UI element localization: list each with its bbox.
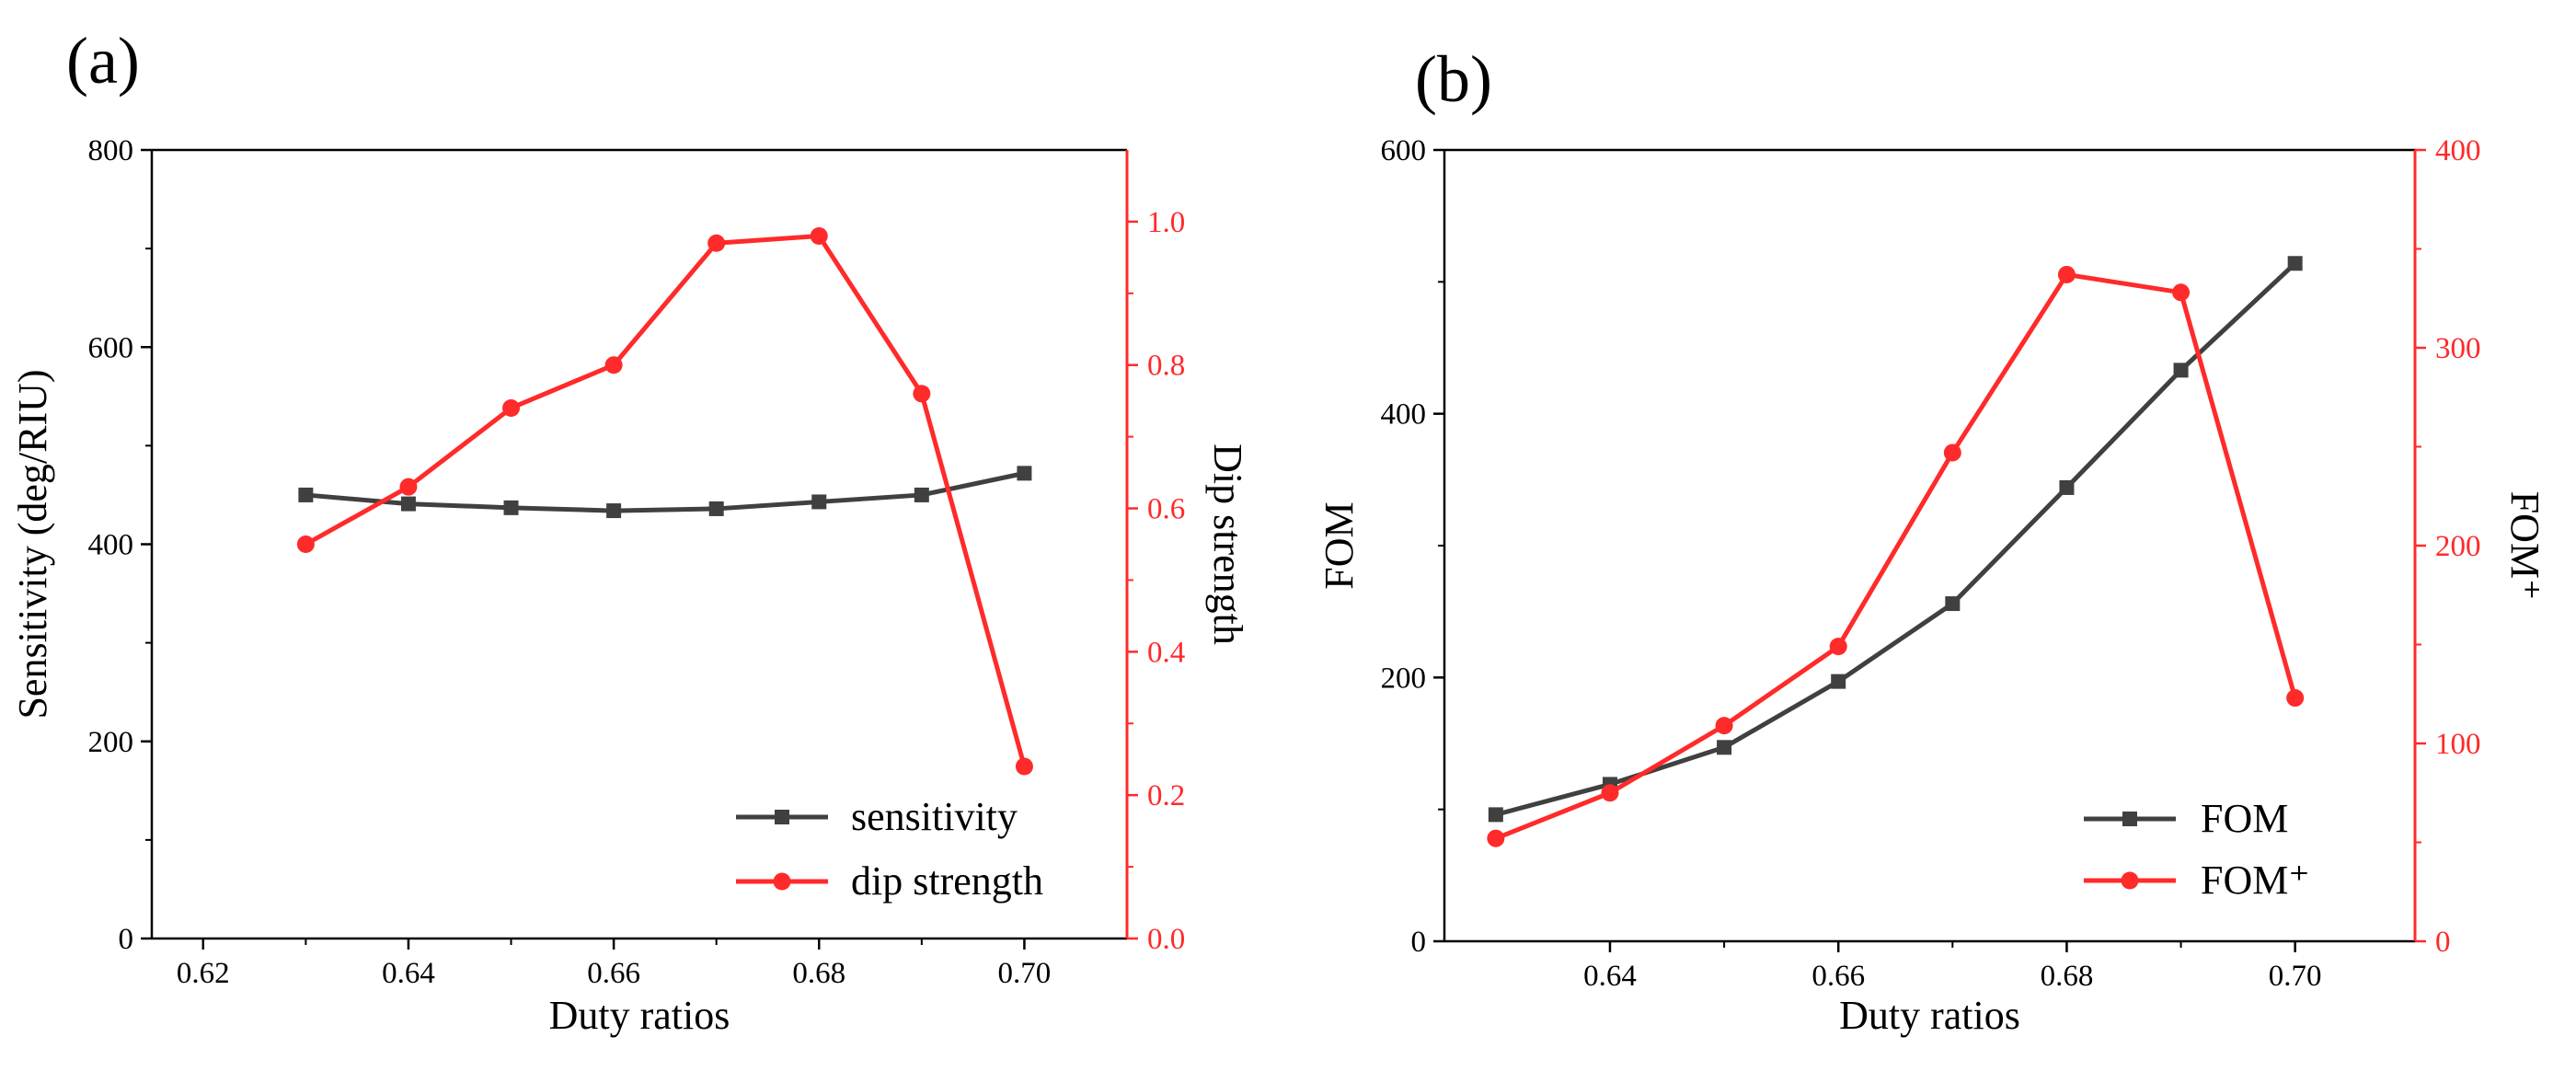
x-tick-label: 0.70 <box>2269 960 2322 993</box>
data-point-circle <box>707 234 726 252</box>
y-right-tick-label: 0.6 <box>1147 493 1185 526</box>
data-point-circle <box>913 385 931 403</box>
y-right-tick-label: 0.0 <box>1147 923 1185 956</box>
y-right-tick-label: 0 <box>2435 926 2451 959</box>
legend-marker-square <box>2122 812 2137 826</box>
y-right-axis-title: Dip strength <box>1205 443 1250 645</box>
x-tick-label: 0.64 <box>382 957 435 990</box>
data-point-circle <box>399 478 418 496</box>
data-point-circle <box>1715 717 1733 735</box>
legend-label: FOM <box>2201 796 2288 841</box>
y-left-tick-label: 0 <box>1411 926 1427 959</box>
y-left-tick-label: 200 <box>88 726 134 759</box>
y-right-axis-title: FOM⁺ <box>2502 491 2547 601</box>
data-point-square <box>1945 596 1961 612</box>
data-point-square <box>400 496 416 512</box>
y-left-tick-label: 400 <box>88 529 134 562</box>
legend-label: sensitivity <box>851 794 1018 839</box>
x-tick-label: 0.70 <box>998 957 1052 990</box>
y-right-tick-label: 400 <box>2435 134 2481 167</box>
data-point-circle <box>604 356 623 374</box>
data-point-square <box>2173 363 2189 378</box>
y-right-tick-label: 0.8 <box>1147 350 1185 383</box>
legend-marker-square <box>775 810 789 824</box>
data-point-circle <box>1601 784 1619 802</box>
data-point-circle <box>2286 689 2305 708</box>
data-point-circle <box>1943 443 1961 462</box>
y-right-tick-label: 100 <box>2435 728 2481 761</box>
y-left-tick-label: 200 <box>1381 662 1427 695</box>
data-point-square <box>298 487 314 502</box>
data-point-square <box>1017 466 1032 481</box>
data-point-square <box>1831 674 1846 689</box>
data-point-square <box>811 494 827 510</box>
data-point-circle <box>1487 829 1505 847</box>
data-point-circle <box>502 398 521 417</box>
y-left-tick-label: 600 <box>1381 134 1427 167</box>
y-right-tick-label: 300 <box>2435 332 2481 365</box>
data-point-circle <box>2057 265 2076 283</box>
data-point-circle <box>810 226 828 245</box>
data-point-square <box>2059 479 2075 495</box>
y-left-tick-label: 400 <box>1381 398 1427 432</box>
series-line-secondary <box>305 233 1027 767</box>
data-point-square <box>708 501 724 516</box>
panel-label-b: (b) <box>1415 42 1492 116</box>
legend-label: dip strength <box>851 858 1043 904</box>
legend-label: FOM⁺ <box>2201 858 2310 903</box>
data-point-circle <box>296 536 315 553</box>
y-right-tick-label: 0.2 <box>1147 779 1185 812</box>
x-tick-label: 0.62 <box>177 957 230 990</box>
y-left-axis-title: FOM <box>1317 501 1362 589</box>
series-line-primary <box>1495 261 2297 817</box>
y-left-tick-label: 800 <box>88 134 134 167</box>
series-line-secondary <box>1494 271 2298 841</box>
y-left-axis-title: Sensitivity (deg/RIU) <box>10 369 55 719</box>
series-line-primary <box>305 470 1025 513</box>
x-axis-title: Duty ratios <box>549 993 730 1038</box>
legend-marker-circle <box>773 872 791 891</box>
x-tick-label: 0.66 <box>587 957 640 990</box>
y-right-tick-label: 200 <box>2435 530 2481 563</box>
x-axis-title: Duty ratios <box>1839 993 2020 1038</box>
legend-marker-circle <box>2121 871 2139 890</box>
plot-b: 0.64 0.66 0.68 0.70 0 200 400 600 0 100 200 300 400 D… <box>1317 134 2547 1038</box>
plot-a: 0.62 0.64 0.66 0.68 0.70 0 200 400 600 800 0.0 0.2 0… <box>10 134 1250 1038</box>
data-point-circle <box>1015 757 1033 776</box>
data-point-square <box>1488 807 1503 823</box>
data-point-square <box>503 500 519 515</box>
x-tick-label: 0.64 <box>1583 960 1637 993</box>
y-right-tick-label: 1.0 <box>1147 206 1185 239</box>
data-point-square <box>1717 740 1732 755</box>
data-point-circle <box>1829 638 1847 656</box>
y-left-tick-label: 600 <box>88 331 134 364</box>
x-tick-label: 0.66 <box>1811 960 1865 993</box>
data-point-circle <box>2172 283 2191 302</box>
y-right-tick-label: 0.4 <box>1147 636 1185 669</box>
data-point-square <box>914 487 929 502</box>
data-point-square <box>2287 256 2303 271</box>
x-tick-label: 0.68 <box>2041 960 2094 993</box>
x-tick-label: 0.68 <box>792 957 845 990</box>
y-left-tick-label: 0 <box>119 923 134 956</box>
data-point-square <box>606 503 622 519</box>
panel-label-a: (a) <box>66 24 140 98</box>
